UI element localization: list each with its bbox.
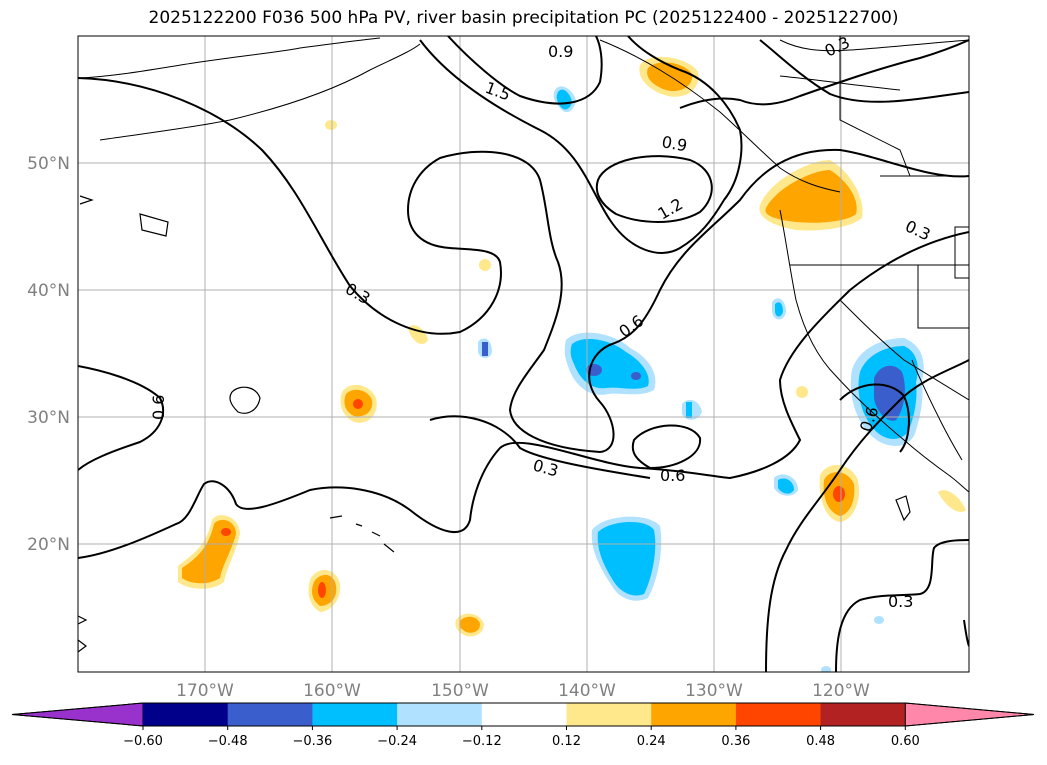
precip-positive-area xyxy=(938,490,966,512)
contour-label: 0.6 xyxy=(149,395,168,420)
colorbar-tick-label: −0.60 xyxy=(123,734,163,749)
precip-negative-area xyxy=(482,342,488,356)
lat-label: 30°N xyxy=(27,408,70,428)
colorbar-segment xyxy=(735,703,822,726)
coastlines xyxy=(79,36,969,493)
lon-label: 130°W xyxy=(685,681,743,701)
colorbar-tick-label: −0.48 xyxy=(208,734,248,749)
precip-positive-area xyxy=(765,170,857,223)
map-title: 2025122200 F036 500 hPa PV, river basin … xyxy=(148,8,899,28)
contour-label: 0.9 xyxy=(660,132,688,155)
precip-positive-area xyxy=(325,120,337,130)
islands xyxy=(78,195,911,653)
lat-label: 20°N xyxy=(27,535,70,555)
contour-label: 0.6 xyxy=(660,466,685,485)
precip-positive-area xyxy=(459,616,480,633)
precip-positive-area xyxy=(353,399,363,409)
precip-positive-area xyxy=(796,386,808,398)
precip-negative-area xyxy=(570,338,649,389)
lon-label: 120°W xyxy=(812,681,870,701)
colorbar-tick-label: 0.60 xyxy=(891,734,920,749)
precip-negative-area xyxy=(821,666,831,672)
lon-labels: 170°W 160°W 150°W 140°W 130°W 120°W xyxy=(176,681,870,701)
pv-contour-labels: 0.9 0.3 1.5 0.9 1.2 0.3 0.3 0.6 0.6 0.6 … xyxy=(149,36,933,611)
colorbar-segment xyxy=(651,703,737,726)
precip-positive-area xyxy=(182,519,236,584)
lat-labels: 20°N 30°N 40°N 50°N xyxy=(27,154,70,555)
colorbar-tick-label: −0.12 xyxy=(462,734,502,749)
precip-negative-area xyxy=(874,616,884,624)
lon-label: 150°W xyxy=(431,681,489,701)
colorbar-tick-label: 0.24 xyxy=(637,734,666,749)
colorbar-tick-label: −0.24 xyxy=(377,734,417,749)
colorbar-segment xyxy=(143,703,229,726)
precip-positive-area xyxy=(479,259,491,271)
colorbar-extend-max xyxy=(904,702,1035,727)
precip-positive-area xyxy=(318,582,326,598)
colorbar-segment xyxy=(227,703,313,726)
precip-negative-area xyxy=(874,365,905,421)
precip-negative-area xyxy=(686,402,692,418)
colorbar-tick-label: 0.12 xyxy=(552,734,581,749)
colorbar-extend-min xyxy=(11,702,144,727)
precip-negative-area xyxy=(597,521,656,596)
contour-label: 0.9 xyxy=(548,42,573,61)
pv-contours xyxy=(78,36,969,672)
lat-label: 50°N xyxy=(27,154,70,174)
precip-positive-area xyxy=(833,486,845,502)
colorbar-tick-label: 0.36 xyxy=(721,734,750,749)
precip-negative-area xyxy=(775,302,783,317)
colorbar-segment xyxy=(481,703,567,726)
precip-negative-area xyxy=(631,372,641,380)
map-frame xyxy=(77,35,970,673)
colorbar: −0.60 −0.48 −0.36 −0.24 −0.12 0.12 0.24 0.36 0.4… xyxy=(11,702,1035,749)
colorbar-tick-label: −0.36 xyxy=(292,734,332,749)
precip-negative-area xyxy=(778,478,794,494)
colorbar-segment xyxy=(566,703,652,726)
gridlines xyxy=(78,36,969,672)
contour-label: 0.3 xyxy=(888,592,913,611)
colorbar-tick-label: 0.48 xyxy=(806,734,835,749)
lon-label: 170°W xyxy=(176,681,234,701)
lat-label: 40°N xyxy=(27,281,70,301)
precip-positive-area xyxy=(221,528,231,536)
colorbar-segment xyxy=(820,703,906,726)
lon-label: 140°W xyxy=(558,681,616,701)
lon-label: 160°W xyxy=(303,681,361,701)
colorbar-segment xyxy=(397,703,483,726)
colorbar-segment xyxy=(312,703,398,726)
